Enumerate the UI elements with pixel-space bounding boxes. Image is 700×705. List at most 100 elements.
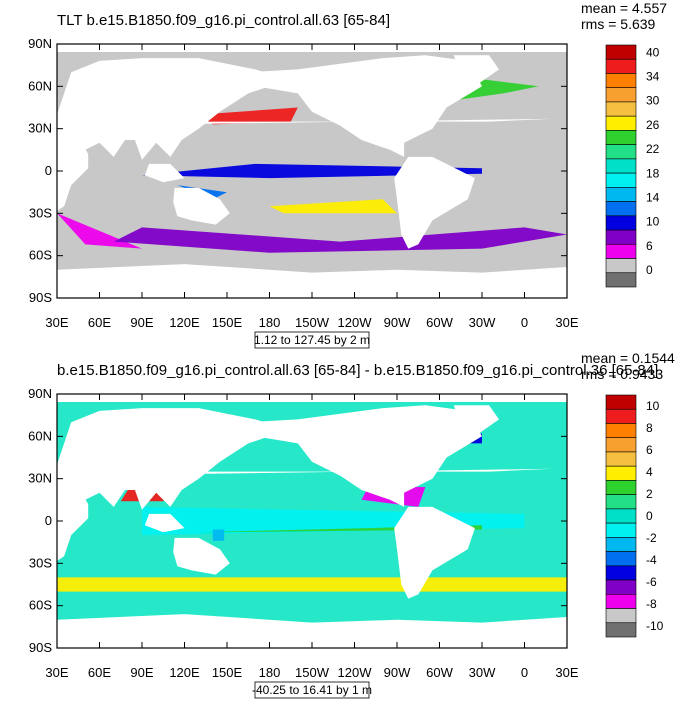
colorbar-swatch-9 xyxy=(605,522,637,538)
x-tick-label-0: 30E xyxy=(45,665,68,680)
field-feature-1 xyxy=(113,227,567,253)
field-feature-3 xyxy=(212,529,225,541)
x-tick-label-8: 90W xyxy=(384,665,411,680)
x-tick-label-2: 90E xyxy=(130,665,153,680)
greenland-land xyxy=(453,55,499,87)
colorbar-swatch-0 xyxy=(605,44,637,60)
colorbar-label-4: 22 xyxy=(646,142,660,156)
x-tick-label-4: 150E xyxy=(212,315,243,330)
colorbar-swatch-8 xyxy=(605,508,637,524)
y-tick-label-6: 90S xyxy=(29,290,52,305)
colorbar-swatch-10 xyxy=(605,187,637,202)
colorbar-label-2: 30 xyxy=(646,94,660,108)
x-tick-label-12: 30E xyxy=(555,315,578,330)
colorbar-label-9: 0 xyxy=(646,263,653,277)
contour-range-box xyxy=(254,331,370,349)
colorbar-swatch-16 xyxy=(605,272,637,288)
mean-stat: mean = 4.557 xyxy=(581,0,667,16)
y-tick-label-1: 60N xyxy=(28,428,52,443)
colorbar-swatch-1 xyxy=(605,58,637,74)
x-tick-label-10: 30W xyxy=(469,665,496,680)
colorbar-label-6: -2 xyxy=(646,531,657,545)
colorbar-swatch-14 xyxy=(605,593,637,609)
y-tick-label-2: 30N xyxy=(28,121,52,136)
colorbar-label-7: 10 xyxy=(646,215,660,229)
colorbar-swatch-14 xyxy=(605,243,637,259)
mean-stat: mean = 0.1544 xyxy=(581,350,675,366)
colorbar-label-0: 10 xyxy=(646,399,660,413)
rms-stat: rms = 5.639 xyxy=(581,16,656,32)
difference-map-chart: b.e15.B1850.f09_g16.pi_control.all.63 [6… xyxy=(28,350,675,699)
colorbar-label-1: 34 xyxy=(646,69,660,83)
field-feature-6 xyxy=(269,199,397,214)
colorbar-swatch-2 xyxy=(605,423,637,439)
colorbar-swatch-4 xyxy=(605,101,637,117)
colorbar-swatch-7 xyxy=(605,144,637,160)
x-tick-label-11: 0 xyxy=(521,315,528,330)
colorbar-swatch-6 xyxy=(605,480,637,495)
x-tick-label-10: 30W xyxy=(469,315,496,330)
x-tick-label-6: 150W xyxy=(295,665,330,680)
colorbar-label-0: 40 xyxy=(646,45,660,59)
colorbar-label-9: -8 xyxy=(646,597,657,611)
y-tick-label-5: 60S xyxy=(29,248,52,263)
x-tick-label-3: 120E xyxy=(169,315,200,330)
colorbar-swatch-12 xyxy=(605,565,637,581)
colorbar-label-1: 8 xyxy=(646,421,653,435)
colorbar-label-8: -6 xyxy=(646,575,657,589)
eurasia-land xyxy=(57,408,284,510)
x-tick-label-1: 60E xyxy=(88,665,111,680)
x-tick-label-4: 150E xyxy=(212,665,243,680)
x-tick-label-6: 150W xyxy=(295,315,330,330)
y-tick-label-4: 30S xyxy=(29,555,52,570)
x-tick-label-9: 60W xyxy=(426,315,453,330)
north-america-land xyxy=(248,55,482,157)
x-tick-label-11: 0 xyxy=(521,665,528,680)
x-tick-label-3: 120E xyxy=(169,665,200,680)
contour-range-label: 1.12 to 127.45 by 2 m xyxy=(254,333,370,347)
colorbar-label-3: 4 xyxy=(646,465,653,479)
south-america-land xyxy=(394,156,475,249)
y-tick-label-5: 60S xyxy=(29,598,52,613)
x-tick-label-7: 120W xyxy=(338,665,373,680)
x-tick-label-1: 60E xyxy=(88,315,111,330)
y-tick-label-3: 0 xyxy=(45,163,52,178)
australia-land xyxy=(173,187,230,225)
colorbar-label-3: 26 xyxy=(646,118,660,132)
colorbar-label-7: -4 xyxy=(646,553,657,567)
x-tick-label-5: 180 xyxy=(259,315,281,330)
map-field xyxy=(57,394,567,648)
colorbar-swatch-5 xyxy=(605,115,637,131)
colorbar-swatch-15 xyxy=(605,608,637,624)
contour-range-box xyxy=(254,681,370,699)
y-tick-label-4: 30S xyxy=(29,205,52,220)
x-tick-label-0: 30E xyxy=(45,315,68,330)
eurasia-land xyxy=(57,58,284,160)
y-tick-label-6: 90S xyxy=(29,640,52,655)
colorbar-swatch-2 xyxy=(605,73,637,89)
y-tick-label-0: 90N xyxy=(28,36,52,51)
colorbar-swatch-11 xyxy=(605,551,637,567)
colorbar-swatch-11 xyxy=(605,201,637,217)
contour-range-label: -40.25 to 16.41 by 1 m xyxy=(252,683,372,697)
field-feature-2 xyxy=(57,577,567,592)
rms-stat: rms = 0.9433 xyxy=(581,366,663,382)
y-tick-label-2: 30N xyxy=(28,471,52,486)
colorbar-swatch-7 xyxy=(605,494,637,510)
colorbar-label-10: -10 xyxy=(646,619,664,633)
colorbar-swatch-9 xyxy=(605,172,637,188)
colorbar-label-5: 18 xyxy=(646,166,660,180)
difference-panel: b.e15.B1850.f09_g16.pi_control.all.63 [6… xyxy=(0,350,700,700)
x-tick-label-7: 120W xyxy=(338,315,373,330)
colorbar-swatch-16 xyxy=(605,622,637,638)
x-tick-label-2: 90E xyxy=(130,315,153,330)
colorbar-swatch-13 xyxy=(605,579,637,595)
x-tick-label-9: 60W xyxy=(426,665,453,680)
colorbar-label-4: 2 xyxy=(646,487,653,501)
colorbar-swatch-13 xyxy=(605,229,637,245)
colorbar-swatch-5 xyxy=(605,465,637,481)
colorbar-swatch-3 xyxy=(605,87,637,103)
colorbar-swatch-3 xyxy=(605,437,637,453)
colorbar-swatch-0 xyxy=(605,394,637,410)
colorbar-swatch-1 xyxy=(605,408,637,424)
